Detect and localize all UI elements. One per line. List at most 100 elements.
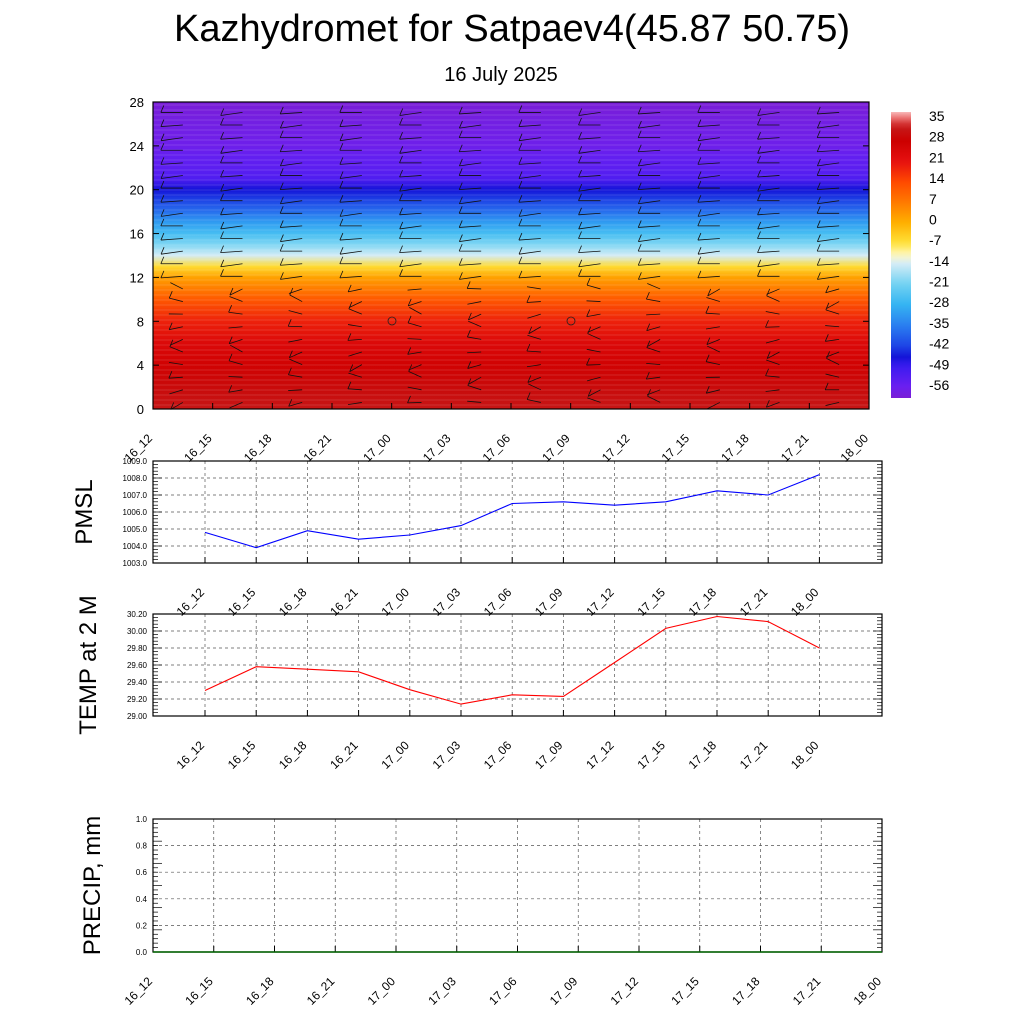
wind-barb-feather xyxy=(578,146,583,154)
wind-barb-shaft xyxy=(765,311,780,315)
wind-barb-shaft xyxy=(169,346,183,353)
wind-barb-shaft xyxy=(578,250,601,254)
x-tick-label: 18_00 xyxy=(851,974,885,1008)
wind-barb-feather xyxy=(637,206,642,214)
y-tick-label: 24 xyxy=(130,139,144,154)
wind-barb-shaft xyxy=(459,263,482,266)
wind-barb-shaft xyxy=(638,187,661,191)
wind-barb-feather xyxy=(824,334,829,342)
wind-barb-shaft xyxy=(467,364,482,369)
wind-barb-feather xyxy=(467,378,472,386)
wind-barb-feather xyxy=(458,258,463,266)
wind-barb-shaft xyxy=(220,263,243,268)
wind-barb-feather xyxy=(339,180,344,189)
wind-barb-feather xyxy=(280,120,284,129)
wind-barb-shaft xyxy=(348,308,362,315)
x-tick-label: 17_03 xyxy=(425,974,459,1008)
wind-barb-feather xyxy=(518,133,523,141)
wind-barb-shaft xyxy=(646,298,661,302)
wind-barb-shaft xyxy=(347,324,362,328)
wind-barb-feather xyxy=(459,196,463,204)
y-tick-label: 8 xyxy=(137,314,144,329)
pmsl-panel: 1003.0 1004.0 1005.0 1006.0 1007.0 1008.0 1009… xyxy=(71,457,883,619)
wind-barb-feather xyxy=(637,168,642,176)
wind-barb-feather xyxy=(816,243,821,252)
wind-barb-feather xyxy=(757,259,762,267)
wind-barb-feather xyxy=(289,350,293,358)
wind-barb-shaft xyxy=(706,297,720,302)
wind-barb-shaft xyxy=(817,124,840,129)
colorbar-label: 7 xyxy=(929,191,937,207)
wind-barb-shaft xyxy=(169,389,183,395)
colorbar-label: -28 xyxy=(929,294,949,310)
wind-barb-shaft xyxy=(280,238,303,242)
wind-barb-shaft xyxy=(288,310,303,315)
wind-barb-feather xyxy=(160,133,165,141)
calm-wind-circle xyxy=(387,316,397,326)
wind-barb-shaft xyxy=(160,137,183,142)
wind-barb-feather xyxy=(637,130,642,138)
wind-barb-shaft xyxy=(399,212,422,216)
y-axis-label: PMSL xyxy=(71,479,98,544)
wind-barb-feather xyxy=(228,305,233,313)
wind-barb-shaft xyxy=(230,344,243,353)
wind-barb-feather xyxy=(697,270,702,279)
wind-barb-shaft xyxy=(705,326,720,330)
wind-barb-shaft xyxy=(518,200,541,203)
wind-barb-shaft xyxy=(220,212,243,216)
wind-barb-feather xyxy=(646,291,650,300)
wind-barb-shaft xyxy=(229,402,243,409)
colorbar-label: -56 xyxy=(929,377,949,393)
wind-barb-shaft xyxy=(169,339,184,346)
wind-barb-shaft xyxy=(527,383,542,391)
y-tick-label: 16 xyxy=(130,227,144,242)
wind-barb-shaft xyxy=(467,400,482,403)
wind-barb-feather xyxy=(578,231,582,239)
wind-barb-feather xyxy=(697,209,702,217)
y-tick-label: 1007.0 xyxy=(123,491,148,500)
wind-barb-feather xyxy=(467,361,472,369)
wind-barb-feather xyxy=(228,336,233,344)
wind-barb-shaft xyxy=(468,376,482,385)
x-tick-label: 17_18 xyxy=(729,974,763,1008)
x-tick-label: 16_21 xyxy=(327,738,361,772)
wind-barb-shaft xyxy=(765,338,780,344)
wind-barb-feather xyxy=(220,245,224,253)
wind-barb-shaft xyxy=(347,402,362,406)
wind-barb-feather xyxy=(459,272,463,280)
wind-barb-shaft xyxy=(526,364,541,368)
wind-barb-feather xyxy=(586,277,591,286)
wind-barb-feather xyxy=(339,105,344,113)
wind-barb-shaft xyxy=(280,200,303,205)
x-tick-label: 17_18 xyxy=(718,431,752,465)
x-tick-label: 16_15 xyxy=(181,431,215,465)
wind-barb-feather xyxy=(578,269,582,277)
wind-barb-feather xyxy=(220,108,225,116)
y-tick-label: 29.20 xyxy=(127,695,148,704)
colorbar-label: -21 xyxy=(929,274,949,290)
x-tick-label: 17_12 xyxy=(583,738,617,772)
wind-barb-shaft xyxy=(467,336,482,340)
wind-barb-feather xyxy=(705,354,710,362)
wind-barb-shaft xyxy=(757,149,780,154)
wind-barb-shaft xyxy=(339,238,362,241)
wind-barb-feather xyxy=(228,353,233,361)
x-tick-label: 17_15 xyxy=(659,431,693,465)
wind-barb-feather xyxy=(279,220,284,228)
y-tick-label: 0.0 xyxy=(136,948,148,957)
wind-barb-shaft xyxy=(280,225,303,228)
wind-barb-shaft xyxy=(228,376,243,378)
wind-barb-feather xyxy=(757,169,761,178)
x-tick-label: 17_00 xyxy=(378,738,412,772)
wind-barb-shaft xyxy=(468,320,482,328)
wind-barb-shaft xyxy=(817,200,840,205)
wind-barb-shaft xyxy=(757,187,780,192)
wind-barb-feather xyxy=(816,168,821,176)
wind-barb-shaft xyxy=(459,162,482,167)
wind-barb-feather xyxy=(637,182,642,190)
wind-barb-shaft xyxy=(168,362,183,365)
wind-barb-feather xyxy=(339,209,344,217)
wind-barb-feather xyxy=(518,105,523,113)
wind-barb-feather xyxy=(458,144,463,152)
wind-barb-shaft xyxy=(578,175,601,178)
